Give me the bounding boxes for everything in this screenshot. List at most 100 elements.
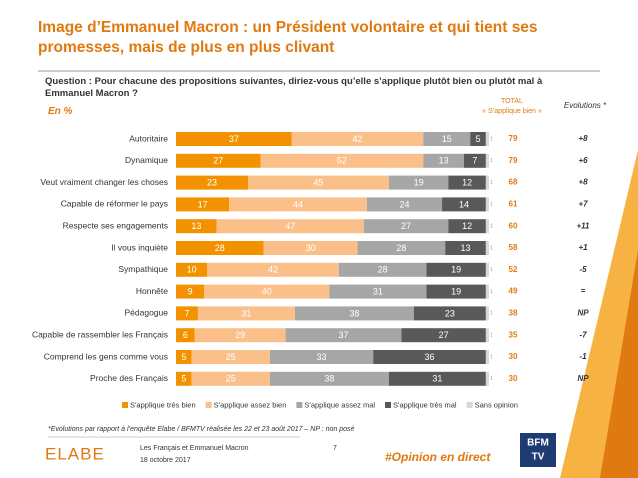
total-value: 35 xyxy=(509,330,518,339)
bar-segment xyxy=(485,197,489,212)
value-label: 27 xyxy=(213,156,223,166)
total-value: 30 xyxy=(509,352,518,361)
evolution-value: = xyxy=(581,287,586,296)
evolution-value: NP xyxy=(577,374,589,383)
bar-segment xyxy=(463,153,486,168)
bar-segment xyxy=(247,175,389,190)
value-label: 7 xyxy=(472,156,477,166)
value-label: 19 xyxy=(414,177,424,187)
bar-segment xyxy=(485,328,489,343)
bar-segment xyxy=(426,284,486,299)
value-label: 6 xyxy=(183,330,188,340)
bar-segment xyxy=(176,132,292,146)
study-date: 18 octobre 2017 xyxy=(140,457,191,464)
value-label: 45 xyxy=(313,177,323,187)
value-label: 27 xyxy=(439,330,449,340)
unit: En % xyxy=(48,106,73,117)
legend-swatch xyxy=(385,402,392,408)
value-label: 23 xyxy=(207,177,217,187)
bar-segment xyxy=(176,175,248,190)
legend-label: S'applique assez bien xyxy=(214,400,287,409)
bar-segment xyxy=(470,132,486,146)
category-label: Capable de rassembler les Français xyxy=(32,329,168,339)
footnote: *Evolutions par rapport à l’enquête Elab… xyxy=(48,426,354,433)
category-label: Il vous inquiète xyxy=(111,242,168,252)
bar-segment xyxy=(194,328,286,343)
value-label: 1 xyxy=(490,136,493,142)
value-label: 1 xyxy=(490,158,493,164)
value-label: 44 xyxy=(293,199,303,209)
evolution-value: +7 xyxy=(578,200,588,209)
category-label: Capable de réformer le pays xyxy=(61,199,168,209)
category-label: Veut vraiment changer les choses xyxy=(40,177,168,187)
bar-segment xyxy=(485,306,489,321)
bar-segment xyxy=(191,371,270,386)
bar-segment xyxy=(442,197,486,212)
question: Question : Pour chacune des propositions… xyxy=(45,76,543,99)
evolution-value: NP xyxy=(577,309,589,318)
logo: ELABE xyxy=(45,444,105,463)
bar-segment xyxy=(176,328,195,343)
value-label: 1 xyxy=(490,354,493,360)
value-label: 13 xyxy=(461,243,471,253)
value-label: 30 xyxy=(306,243,316,253)
bar-segment xyxy=(176,219,217,234)
bar-segment xyxy=(176,241,264,255)
category-label: Honnête xyxy=(136,286,168,296)
page-number: 7 xyxy=(333,445,337,452)
bar-segment xyxy=(445,241,486,255)
bar-segment xyxy=(413,306,486,321)
value-label: 5 xyxy=(181,374,186,384)
value-label: 33 xyxy=(317,352,327,362)
bar-segment xyxy=(269,371,389,386)
bar-segment xyxy=(329,284,427,299)
bar-segment xyxy=(363,219,449,234)
bar-segment xyxy=(216,219,364,234)
partner-logo-text: TV xyxy=(532,452,545,463)
bar-segment xyxy=(176,153,261,168)
value-label: 1 xyxy=(490,376,493,382)
evolution-value: +8 xyxy=(578,134,588,143)
total-value: 52 xyxy=(509,265,518,274)
value-label: 29 xyxy=(235,330,245,340)
bar-segment xyxy=(388,371,486,386)
value-label: 1 xyxy=(490,224,493,230)
bar-segment xyxy=(448,219,486,234)
value-label: 42 xyxy=(353,134,363,144)
bar-segment xyxy=(338,262,427,277)
legend-swatch xyxy=(122,402,128,408)
category-label: Pédagogue xyxy=(125,308,169,318)
bar-segment xyxy=(373,350,486,364)
evolution-value: +11 xyxy=(577,221,591,230)
value-label: 28 xyxy=(215,243,225,253)
value-label: 23 xyxy=(445,308,455,318)
value-label: 38 xyxy=(349,308,359,318)
total-header: « S’applique bien » xyxy=(482,108,542,115)
bar-segment xyxy=(485,153,489,168)
value-label: 28 xyxy=(396,243,406,253)
value-label: 1 xyxy=(490,245,493,251)
bar-segment xyxy=(204,284,330,299)
category-label: Respecte ses engagements xyxy=(63,220,168,230)
value-label: 25 xyxy=(226,352,236,362)
value-label: 7 xyxy=(184,308,189,318)
value-label: 1 xyxy=(490,333,493,339)
value-label: 1 xyxy=(490,267,493,273)
category-label: Proche des Français xyxy=(90,373,168,383)
partner-logo xyxy=(520,433,556,467)
bar-segment xyxy=(176,262,208,277)
value-label: 1 xyxy=(490,311,493,317)
bar-segment xyxy=(197,306,295,321)
value-label: 42 xyxy=(268,265,278,275)
total-value: 60 xyxy=(509,221,518,230)
value-label: 12 xyxy=(462,177,472,187)
value-label: 12 xyxy=(462,221,472,231)
bar-segment xyxy=(485,262,489,277)
bar-segment xyxy=(357,241,446,255)
legend-swatch xyxy=(296,402,303,408)
value-label: 14 xyxy=(459,199,469,209)
evolution-value: +6 xyxy=(578,156,588,165)
total-value: 49 xyxy=(509,287,518,296)
